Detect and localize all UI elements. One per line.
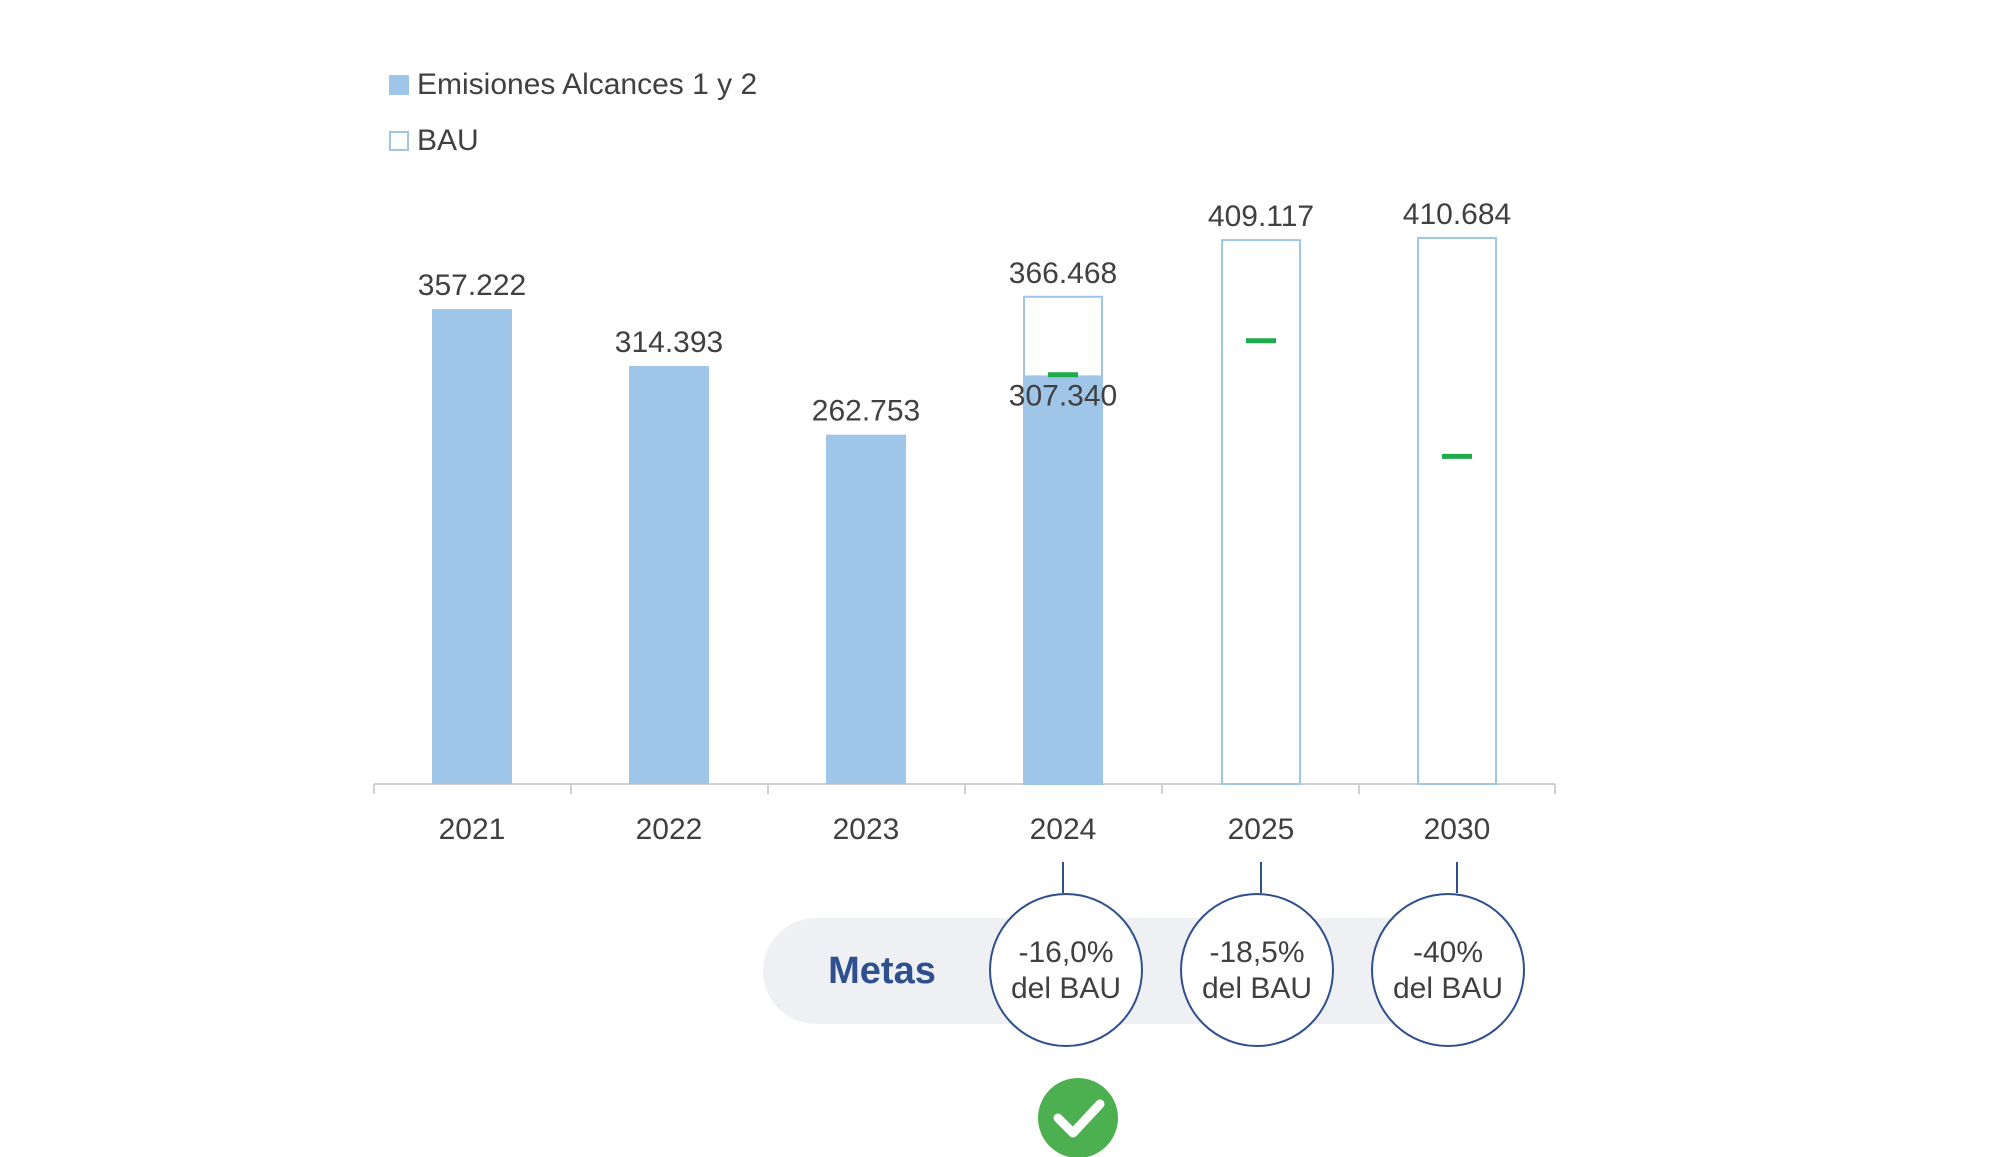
legend: Emisiones Alcances 1 y 2 BAU [389, 68, 757, 180]
achieved-check-icon [1038, 1078, 1118, 1157]
x-tick-label-2021: 2021 [439, 813, 506, 846]
meta-value-2025: -18,5% [1209, 936, 1304, 969]
check-mark [1053, 1099, 1105, 1138]
data-label-bau-2030: 410.684 [1403, 198, 1511, 231]
check-circle [1038, 1078, 1118, 1157]
x-tick-label-2024: 2024 [1030, 813, 1097, 846]
data-label-emissions-2023: 262.753 [812, 395, 920, 428]
bar-emissions-2024 [1023, 375, 1103, 784]
bar-emissions-2021 [432, 309, 512, 784]
meta-value-2030: -40% [1413, 936, 1483, 969]
x-tick-label-2023: 2023 [833, 813, 900, 846]
metas-label: Metas [828, 950, 936, 992]
meta-sub-2030: del BAU [1393, 972, 1503, 1005]
data-label-emissions-2024: 307.340 [1009, 379, 1117, 412]
legend-item-emissions: Emisiones Alcances 1 y 2 [389, 68, 757, 102]
meta-circle-2024 [989, 893, 1143, 1047]
meta-sub-2024: del BAU [1011, 972, 1121, 1005]
data-label-emissions-2021: 357.222 [418, 269, 526, 302]
meta-circle-2030 [1371, 893, 1525, 1047]
bar-bau-2025 [1221, 239, 1301, 785]
legend-swatch-emissions [389, 75, 409, 95]
meta-sub-2025: del BAU [1202, 972, 1312, 1005]
data-label-bau-2024: 366.468 [1009, 257, 1117, 290]
x-tick-label-2030: 2030 [1424, 813, 1491, 846]
legend-swatch-bau [389, 131, 409, 151]
x-tick-label-2025: 2025 [1228, 813, 1295, 846]
bar-bau-2030 [1417, 237, 1497, 785]
bar-emissions-2022 [629, 366, 709, 784]
meta-value-2024: -16,0% [1018, 936, 1113, 969]
legend-label-bau: BAU [417, 124, 479, 157]
x-tick-label-2022: 2022 [636, 813, 703, 846]
bar-emissions-2023 [826, 434, 906, 784]
legend-label-emissions: Emisiones Alcances 1 y 2 [417, 68, 758, 101]
data-label-emissions-2022: 314.393 [615, 326, 723, 359]
data-label-bau-2025: 409.117 [1208, 200, 1314, 233]
meta-circle-2025 [1180, 893, 1334, 1047]
legend-item-bau: BAU [389, 124, 757, 158]
